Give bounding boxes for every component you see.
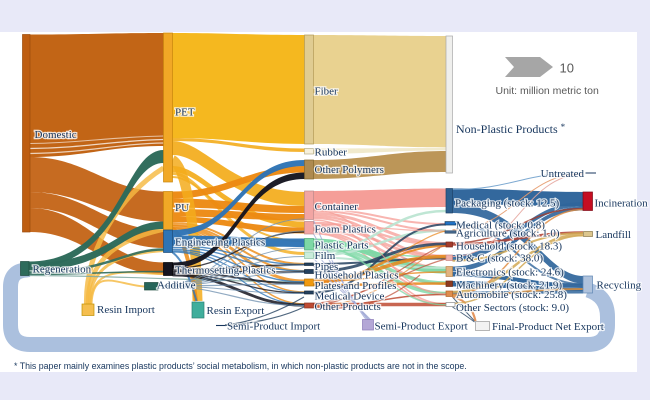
svg-text:PU: PU xyxy=(175,202,189,214)
svg-text:Medical (stock: 0.8): Medical (stock: 0.8) xyxy=(456,220,545,232)
svg-text:Plastic Parts: Plastic Parts xyxy=(315,240,369,252)
svg-text:Additive: Additive xyxy=(157,280,196,292)
svg-text:Non-Plastic Products *: Non-Plastic Products * xyxy=(456,122,566,136)
svg-text:Semi-Product Import: Semi-Product Import xyxy=(227,321,320,333)
svg-text:Foam Plastics: Foam Plastics xyxy=(315,224,376,236)
svg-text:Automobile (stock: 25.8): Automobile (stock: 25.8) xyxy=(456,289,567,301)
svg-text:Fiber: Fiber xyxy=(315,86,339,98)
svg-text:Recycling: Recycling xyxy=(597,280,642,292)
svg-text:B & C (stock: 38.0): B & C (stock: 38.0) xyxy=(456,253,543,265)
svg-text:* This paper mainly examines p: * This paper mainly examines plastic pro… xyxy=(14,361,467,371)
svg-text:Final-Product Net Export: Final-Product Net Export xyxy=(492,321,604,333)
svg-text:Landfill: Landfill xyxy=(596,229,631,241)
svg-text:Machinery (stock: 21.9): Machinery (stock: 21.9) xyxy=(456,280,562,292)
svg-text:Agriculture (stock: 1.0): Agriculture (stock: 1.0) xyxy=(456,228,560,240)
svg-text:Other Sectors (stock: 9.0): Other Sectors (stock: 9.0) xyxy=(456,302,569,314)
svg-text:Unit: million metric ton: Unit: million metric ton xyxy=(496,85,599,97)
svg-text:Semi-Product Export: Semi-Product Export xyxy=(375,321,468,333)
svg-text:Thermosetting Plastics: Thermosetting Plastics xyxy=(175,265,276,277)
svg-text:Plates and Profiles: Plates and Profiles xyxy=(315,280,397,292)
svg-text:Untreated: Untreated xyxy=(541,168,585,180)
svg-text:Packaging (stock: 12.5): Packaging (stock: 12.5) xyxy=(455,198,560,210)
svg-text:Household (stock: 18.3): Household (stock: 18.3) xyxy=(456,241,562,253)
svg-text:Film: Film xyxy=(315,250,336,262)
svg-text:Engineering Plastics: Engineering Plastics xyxy=(175,237,265,249)
svg-text:Resin Import: Resin Import xyxy=(97,304,155,316)
svg-text:Other Products: Other Products xyxy=(315,301,381,313)
svg-text:Rubber: Rubber xyxy=(315,147,348,159)
svg-text:Medical Device: Medical Device xyxy=(315,291,385,303)
svg-text:Resin Export: Resin Export xyxy=(207,305,265,317)
svg-text:PET: PET xyxy=(175,107,195,119)
svg-text:Electronics (stock: 24.6): Electronics (stock: 24.6) xyxy=(456,267,564,279)
svg-text:Regeneration: Regeneration xyxy=(33,264,92,276)
svg-text:Container: Container xyxy=(315,201,359,213)
svg-text:Pipes: Pipes xyxy=(315,261,339,273)
svg-text:Domestic: Domestic xyxy=(35,129,77,141)
svg-text:Household Plastics: Household Plastics xyxy=(315,270,399,282)
svg-text:10: 10 xyxy=(560,61,574,76)
svg-text:Incineration: Incineration xyxy=(595,198,649,210)
svg-text:Other Polymers: Other Polymers xyxy=(315,164,384,176)
